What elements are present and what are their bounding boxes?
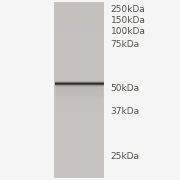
Bar [56,87,103,89]
Bar [56,113,103,115]
Bar [54,33,104,37]
Bar [56,100,103,102]
Bar [54,28,104,33]
Bar [54,86,104,90]
Bar [54,161,104,165]
Bar [54,50,104,55]
Bar [56,85,103,87]
Bar [54,19,104,24]
Bar [56,91,103,94]
Bar [54,64,104,68]
Bar [54,90,104,94]
Bar [54,134,104,139]
Bar [54,116,104,121]
Text: 250kDa: 250kDa [111,5,145,14]
Bar [54,42,104,46]
Bar [56,107,103,109]
Bar [54,147,104,152]
Bar [54,46,104,50]
Bar [54,130,104,134]
Bar [54,59,104,64]
Bar [56,120,103,122]
Bar [54,169,104,174]
Bar [56,124,103,126]
Bar [54,112,104,116]
Bar [54,121,104,125]
Bar [54,94,104,99]
Bar [54,55,104,59]
Bar [54,11,104,15]
Bar [54,24,104,28]
Bar [56,89,103,91]
Text: 37kDa: 37kDa [111,107,140,116]
Text: 25kDa: 25kDa [111,152,140,161]
Bar [54,99,104,103]
Bar [54,72,104,77]
Bar [54,68,104,72]
Bar [54,174,104,178]
Bar [56,109,103,111]
Bar [54,143,104,147]
Text: 50kDa: 50kDa [111,84,140,93]
Bar [54,37,104,42]
Bar [56,96,103,98]
Text: 150kDa: 150kDa [111,16,146,25]
Bar [54,139,104,143]
Text: 75kDa: 75kDa [111,40,140,49]
Bar [54,165,104,169]
Bar [54,125,104,130]
Bar [54,77,104,81]
Bar [54,2,104,178]
Bar [56,104,103,107]
Bar [54,81,104,86]
Bar [56,117,103,120]
Bar [54,103,104,108]
Bar [54,2,104,6]
Bar [54,156,104,161]
Bar [56,98,103,100]
Bar [56,126,103,128]
Bar [56,122,103,124]
Bar [56,115,103,117]
Bar [54,108,104,112]
Bar [54,152,104,156]
Bar [56,102,103,104]
Bar [54,15,104,19]
Bar [56,94,103,96]
Bar [56,111,103,113]
Text: 100kDa: 100kDa [111,27,146,36]
Bar [54,6,104,11]
